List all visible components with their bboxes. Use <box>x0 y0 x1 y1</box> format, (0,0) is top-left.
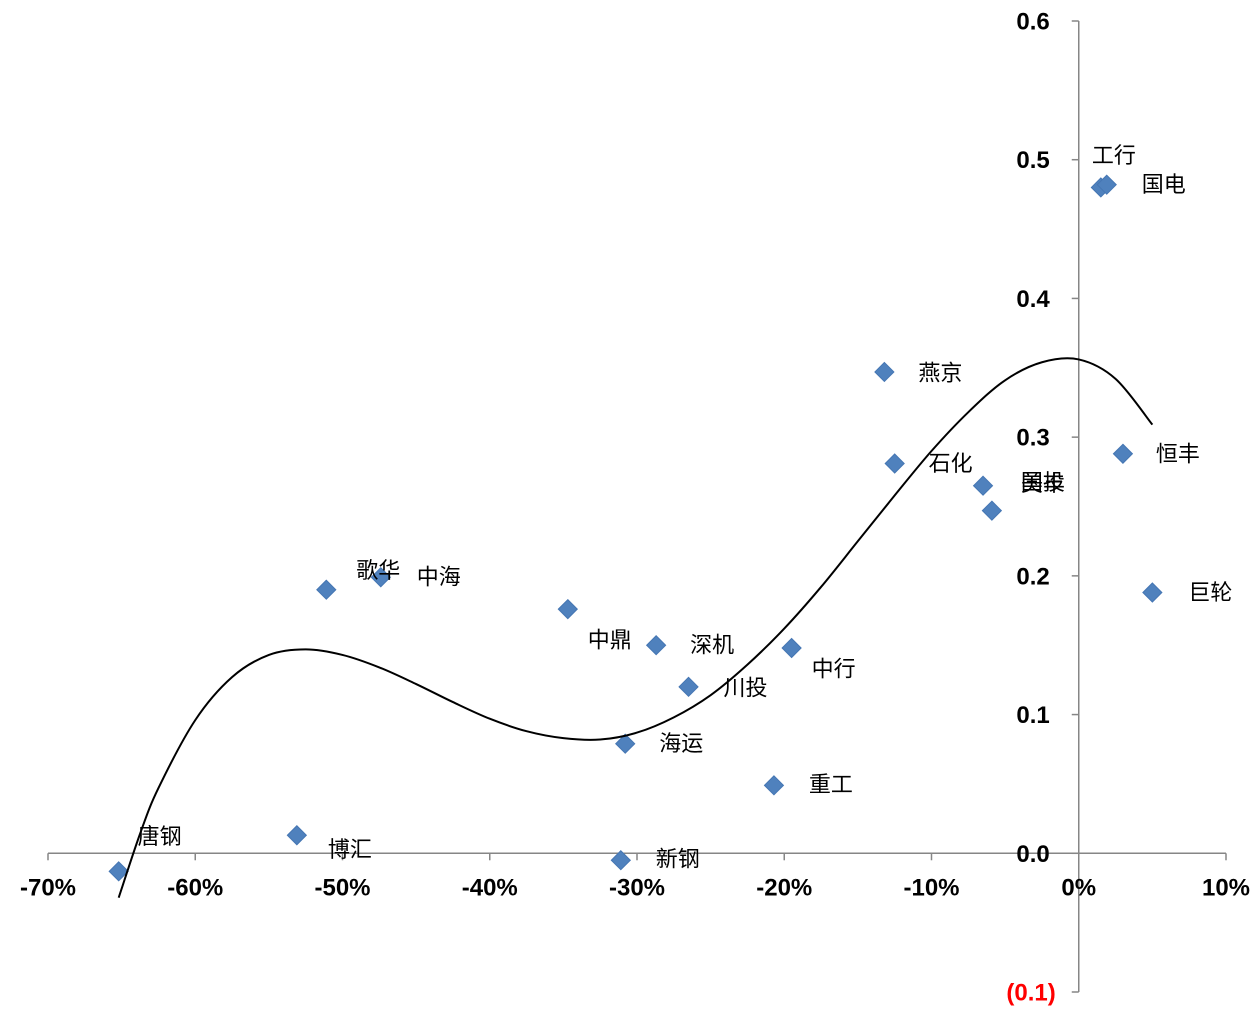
data-point-marker <box>108 861 129 882</box>
data-point-marker <box>645 635 667 656</box>
x-tick-label: -30% <box>609 874 665 901</box>
data-point-marker <box>781 637 802 659</box>
data-point-marker <box>1096 174 1117 195</box>
y-tick-label: 0.5 <box>1016 147 1049 174</box>
data-point-label: 燕京 <box>918 361 962 386</box>
data-point-marker <box>884 453 905 474</box>
x-tick-label: -20% <box>756 874 812 901</box>
data-point-label: 美丰 <box>1021 472 1065 497</box>
data-point-label: 中海 <box>417 566 461 591</box>
data-point-label: 深机 <box>690 634 734 659</box>
data-point-label: 巨轮 <box>1188 581 1232 606</box>
trendline <box>117 357 1154 898</box>
data-point-label: 博汇 <box>328 838 372 863</box>
x-tick-label: -10% <box>903 874 959 901</box>
x-tick-label: -70% <box>20 874 76 901</box>
data-point-label: 中鼎 <box>588 629 632 654</box>
data-point-label: 国投 <box>1021 471 1065 496</box>
data-point-label: 国电 <box>1142 173 1186 198</box>
data-point-label: 石化 <box>929 452 973 477</box>
data-point-label: 唐钢 <box>138 825 182 850</box>
data-point-marker <box>557 598 578 620</box>
y-tick-label: 0.6 <box>1016 9 1049 36</box>
y-tick-label: (0.1) <box>1006 980 1055 1007</box>
x-tick-label: 10% <box>1202 874 1250 901</box>
x-tick-label: -50% <box>314 874 370 901</box>
data-point-label: 重工 <box>809 773 853 798</box>
y-tick-label: 0.3 <box>1016 425 1049 452</box>
data-point-marker <box>981 500 1003 521</box>
trendline-curve <box>117 357 1154 898</box>
data-points <box>108 174 1163 882</box>
y-tick-label: 0.2 <box>1016 563 1049 590</box>
data-point-label: 新钢 <box>656 848 700 873</box>
data-point-marker <box>763 775 785 796</box>
data-point-label: 工行 <box>1092 144 1136 169</box>
x-tick-label: -60% <box>167 874 223 901</box>
y-tick-label: 0.0 <box>1016 841 1049 868</box>
data-point-label: 中行 <box>812 657 856 682</box>
axes: -70% -60% -50% -40% -30% -20% -10% 0% 10% 0.6 0.5 0… <box>20 9 1250 1007</box>
data-point-marker <box>1142 582 1163 603</box>
data-point-marker <box>316 579 337 600</box>
x-tick-label: 0% <box>1061 874 1096 901</box>
data-point-label: 海运 <box>659 732 703 757</box>
data-point-label: 恒丰 <box>1156 442 1200 467</box>
y-tick-label: 0.4 <box>1016 286 1050 313</box>
data-point-marker <box>610 850 632 871</box>
x-tick-label: -40% <box>462 874 518 901</box>
data-point-marker <box>286 825 308 846</box>
data-point-marker <box>972 475 994 496</box>
data-point-marker <box>678 676 699 698</box>
data-point-marker <box>370 567 391 588</box>
y-tick-label: 0.1 <box>1016 702 1049 729</box>
data-point-label: 歌华 <box>356 559 400 584</box>
data-point-marker <box>874 361 895 383</box>
data-point-label: 川投 <box>724 676 768 701</box>
data-point-marker <box>615 733 636 754</box>
data-point-marker <box>1112 443 1134 464</box>
